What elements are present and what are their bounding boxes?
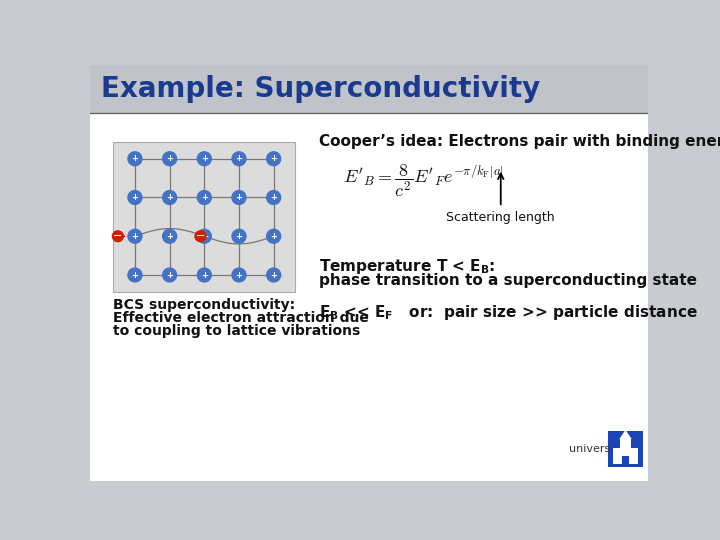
Circle shape (163, 230, 176, 243)
Text: +: + (235, 154, 243, 163)
Circle shape (197, 230, 211, 243)
Text: +: + (166, 271, 173, 280)
Text: $\mathit{E}'_\mathit{B} = \dfrac{8}{\mathit{c}^2}\mathit{E}'_\mathit{F}e^{-\pi/k: $\mathit{E}'_\mathit{B} = \dfrac{8}{\mat… (343, 162, 503, 199)
Circle shape (266, 152, 281, 166)
Text: +: + (235, 271, 243, 280)
Circle shape (266, 230, 281, 243)
Circle shape (128, 268, 142, 282)
Text: +: + (235, 193, 243, 202)
Text: +: + (201, 271, 208, 280)
Circle shape (112, 231, 123, 241)
Circle shape (163, 152, 176, 166)
Text: Scattering length: Scattering length (446, 211, 555, 224)
Text: +: + (235, 232, 243, 241)
Text: phase transition to a superconducting state: phase transition to a superconducting st… (319, 273, 697, 288)
Text: +: + (166, 232, 173, 241)
Circle shape (232, 152, 246, 166)
Circle shape (128, 191, 142, 205)
Circle shape (232, 230, 246, 243)
Circle shape (197, 191, 211, 205)
Text: +: + (132, 193, 138, 202)
Text: +: + (132, 154, 138, 163)
Circle shape (128, 152, 142, 166)
Bar (621, 456, 629, 464)
Text: −: − (113, 231, 122, 241)
Bar (613, 448, 638, 464)
Text: Effective electron attraction due: Effective electron attraction due (113, 311, 369, 325)
Text: bonn: bonn (608, 444, 639, 454)
Text: Temperature T < E$_\mathregular{B}$:: Temperature T < E$_\mathregular{B}$: (319, 257, 495, 276)
Bar (608, 431, 644, 467)
Circle shape (128, 230, 142, 243)
Text: Cooper’s idea: Electrons pair with binding energy: Cooper’s idea: Electrons pair with bindi… (319, 134, 720, 149)
Circle shape (266, 191, 281, 205)
Text: +: + (132, 232, 138, 241)
Text: BCS superconductivity:: BCS superconductivity: (113, 298, 295, 312)
Text: +: + (270, 193, 277, 202)
Bar (90, 113, 648, 481)
Text: +: + (201, 154, 208, 163)
Circle shape (163, 191, 176, 205)
Text: universität: universität (569, 444, 629, 454)
Circle shape (163, 268, 176, 282)
Text: +: + (270, 232, 277, 241)
Text: to coupling to lattice vibrations: to coupling to lattice vibrations (113, 325, 361, 338)
Bar (113, 142, 295, 292)
Text: +: + (201, 232, 208, 241)
Circle shape (266, 268, 281, 282)
Circle shape (195, 231, 206, 241)
Bar (620, 439, 631, 450)
Circle shape (232, 268, 246, 282)
Circle shape (197, 152, 211, 166)
Text: E$_\mathregular{B}$ << E$_\mathregular{F}$   or:  pair size >> particle distance: E$_\mathregular{B}$ << E$_\mathregular{F… (319, 303, 698, 322)
Circle shape (232, 191, 246, 205)
Text: Example: Superconductivity: Example: Superconductivity (101, 75, 540, 103)
Text: −: − (196, 231, 205, 241)
Text: +: + (132, 271, 138, 280)
Circle shape (197, 268, 211, 282)
Polygon shape (619, 430, 631, 439)
Bar (90, 65, 648, 113)
Text: +: + (201, 193, 208, 202)
Text: +: + (166, 154, 173, 163)
Text: +: + (166, 193, 173, 202)
Text: +: + (270, 271, 277, 280)
Text: +: + (270, 154, 277, 163)
